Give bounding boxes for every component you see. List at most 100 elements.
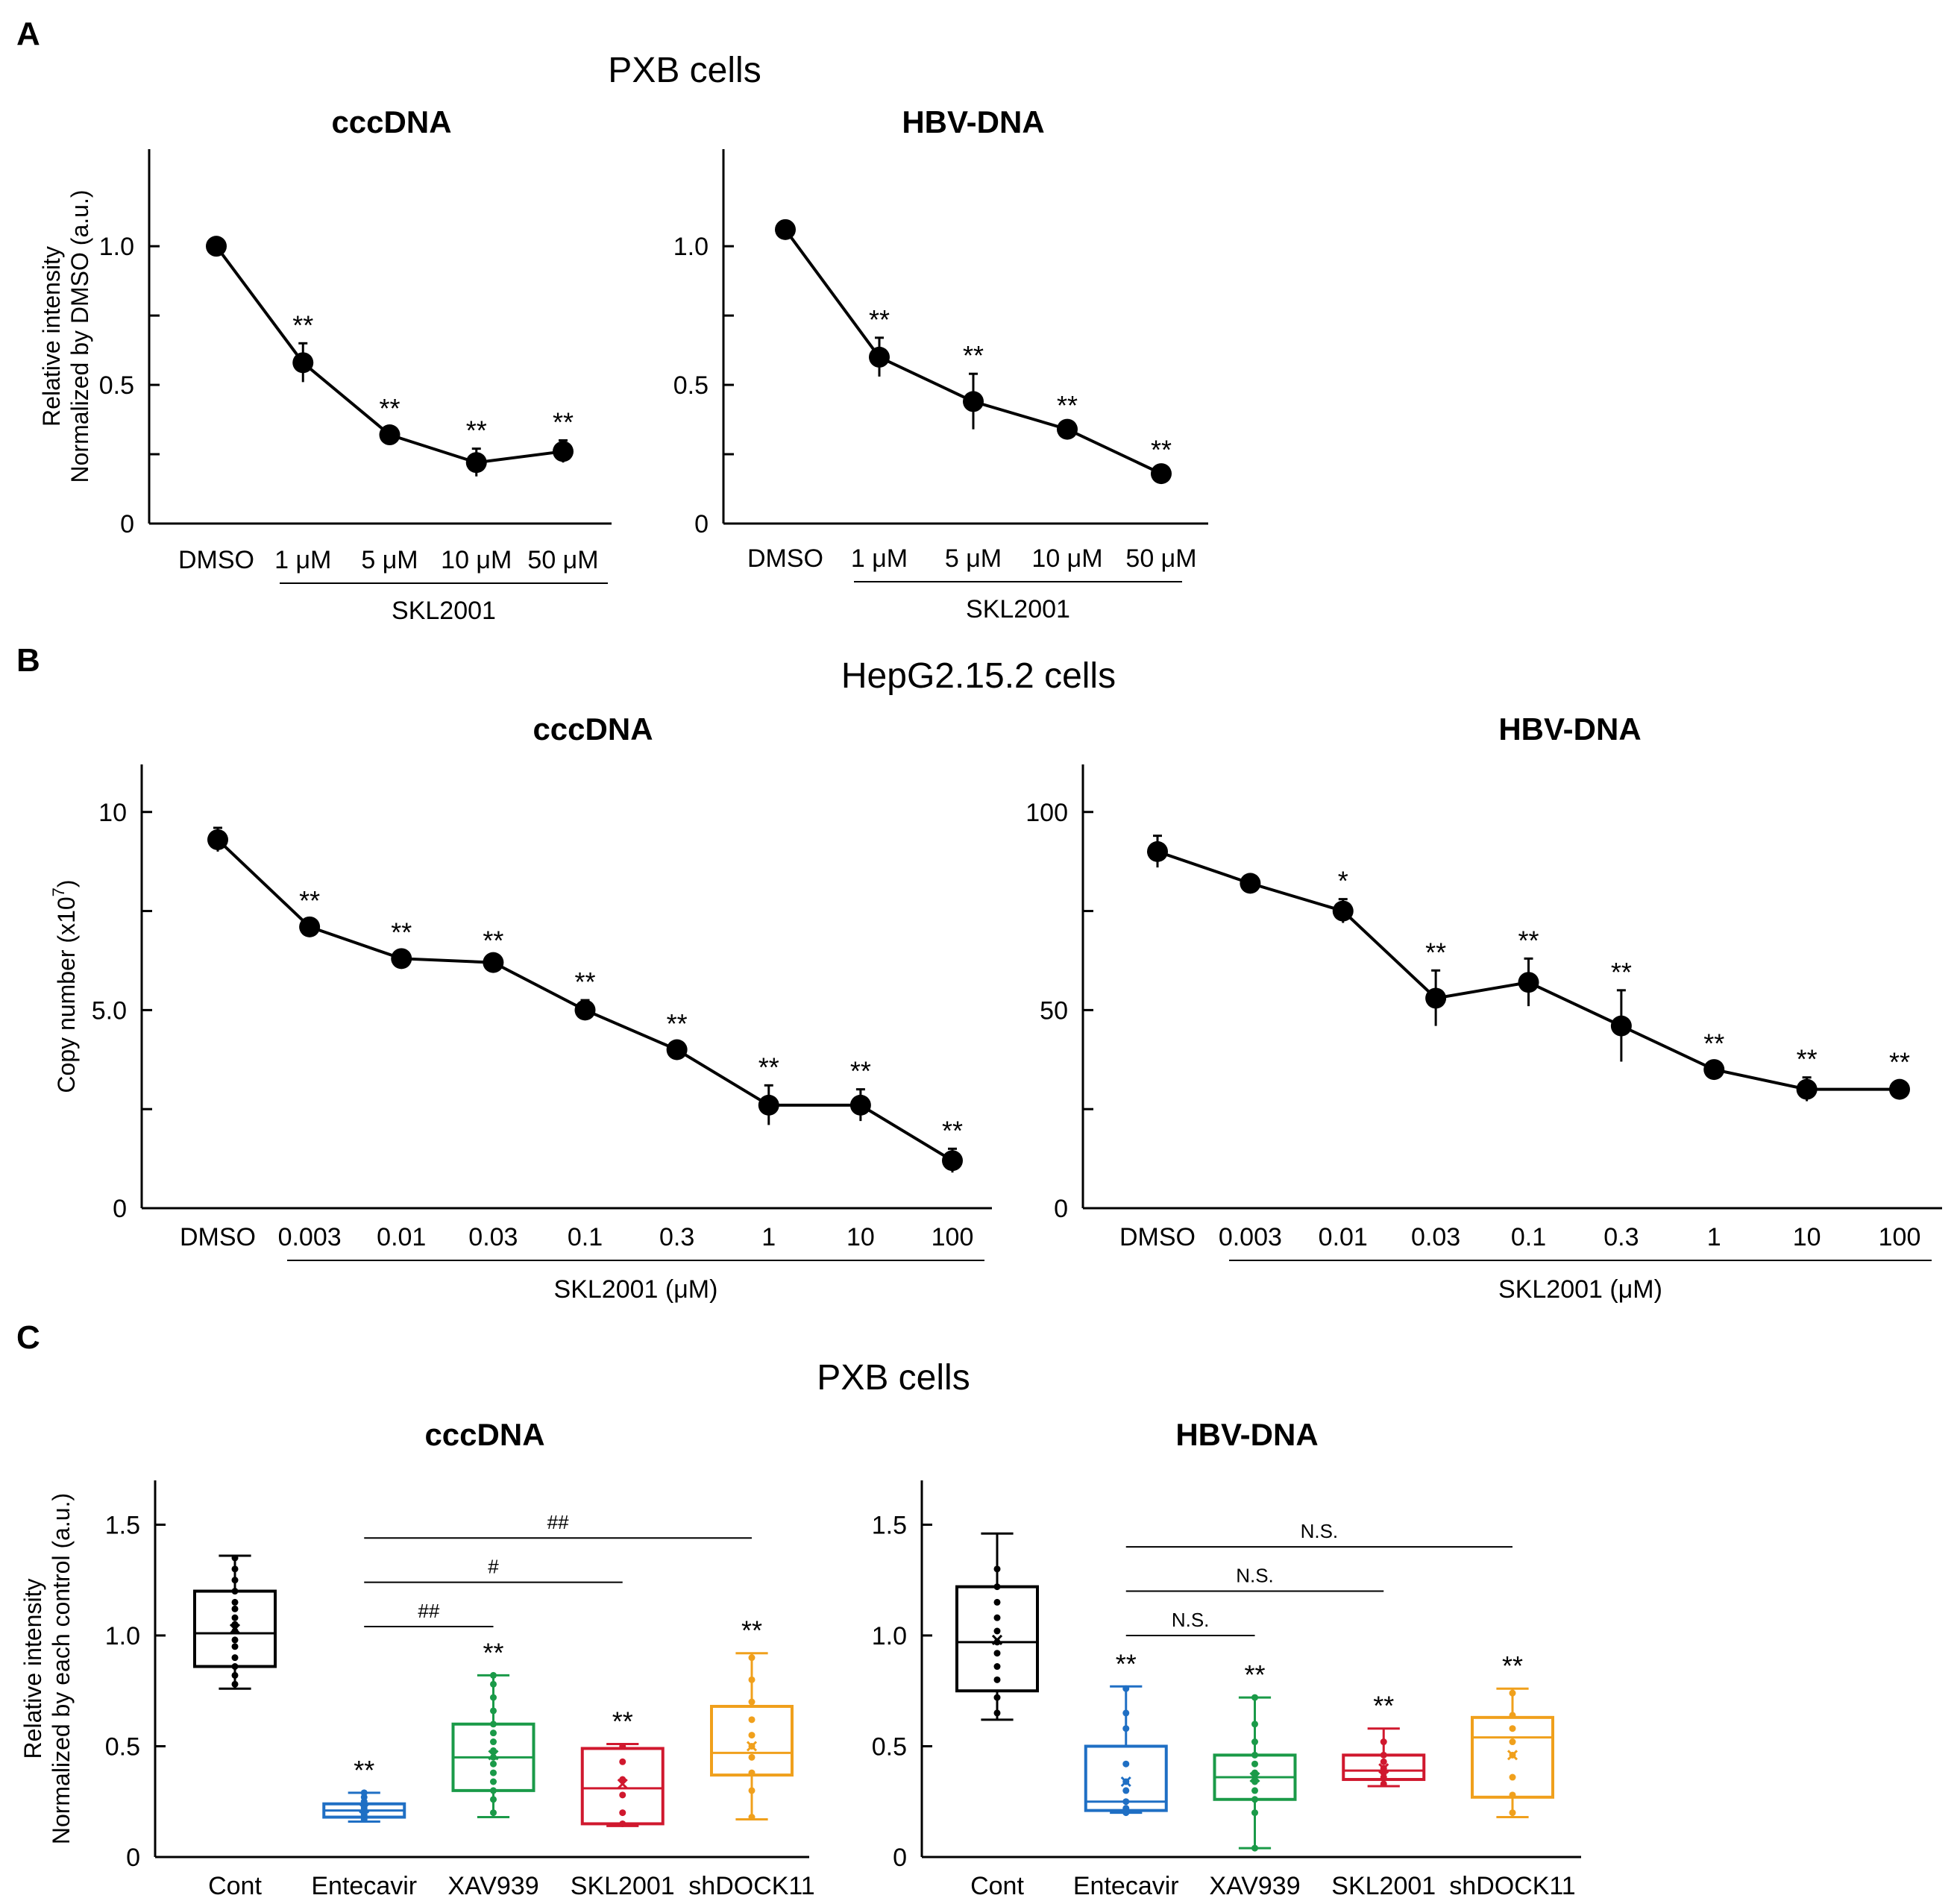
box-point [993, 1694, 1001, 1701]
box-point [490, 1760, 497, 1768]
x-tick-label-0-03: 0.03 [1411, 1223, 1460, 1251]
significance-marker: ** [1703, 1028, 1724, 1058]
box-point [1251, 1796, 1258, 1803]
data-point [1332, 900, 1354, 922]
box-point [748, 1814, 756, 1821]
box-point [1122, 1709, 1130, 1717]
x-tick-label-0-03: 0.03 [468, 1223, 518, 1251]
box-shdock11 [1471, 1687, 1554, 1819]
y-axis-label-exponent: 7 [49, 887, 68, 896]
x-tick-label-entecavir: Entecavir [311, 1872, 417, 1900]
x-tick-label-1: 1 [1707, 1223, 1721, 1251]
chart-a-hbv-dna: HBV-DNA 0 0.5 1.0 DMSO 1 μM 5 μM 10 μM 50 μM SKL2… [673, 104, 1208, 623]
group-label: SKL2001 [966, 595, 1070, 623]
y-tick-label: 0 [893, 1844, 907, 1872]
significance-marker: ** [612, 1706, 633, 1737]
significance-marker: ** [483, 925, 503, 955]
significance-marker: ** [379, 393, 400, 424]
box-point [1509, 1725, 1516, 1732]
box-point [490, 1778, 497, 1785]
x-tick-label-0-003: 0.003 [1219, 1223, 1282, 1251]
x-tick-label-10: 10 [1793, 1223, 1821, 1251]
box-point [1380, 1738, 1387, 1746]
chart-c-hbv-dna: HBV-DNA 0 0.5 1.0 1.5 Cont Entecavir XAV939 SKL2… [872, 1417, 1581, 1900]
box-point [231, 1588, 239, 1595]
box-point [748, 1698, 756, 1706]
box-point [231, 1598, 239, 1606]
y-tick-label: 0 [120, 510, 134, 538]
group-label: SKL2001 [392, 597, 496, 625]
y-axis-label: Relative intensity [19, 1579, 46, 1759]
box-point [1509, 1738, 1516, 1746]
x-tick-label-dmso: DMSO [1119, 1223, 1196, 1251]
chart-b-cccdna: cccDNA 0 5.0 10 Copy number (x107) DMSO 0.003 0… [49, 711, 992, 1304]
box-point [748, 1787, 756, 1794]
data-point [574, 999, 596, 1021]
box-cont [193, 1554, 277, 1690]
y-axis-label: Normalized by DMSO (a.u.) [66, 190, 93, 483]
data-point [553, 441, 574, 462]
chart-title: cccDNA [331, 104, 451, 139]
x-tick-label-1: 1 [761, 1223, 776, 1251]
box-point [1251, 1787, 1258, 1794]
data-point [869, 346, 890, 368]
box-point [748, 1753, 756, 1761]
section-title-c: PXB cells [817, 1358, 970, 1398]
x-tick-label-50-m: 50 μM [1125, 544, 1196, 573]
comparison-label: N.S. [1236, 1565, 1274, 1587]
box-point [1509, 1712, 1516, 1719]
box-point [1509, 1791, 1516, 1799]
box-point [1251, 1738, 1258, 1746]
x-tick-label-5-m: 5 μM [945, 544, 1002, 573]
section-title-a: PXB cells [608, 51, 761, 90]
data-point [666, 1039, 688, 1061]
data-point [207, 829, 228, 850]
box-point [1380, 1751, 1387, 1759]
data-point [1240, 873, 1261, 894]
box-point [1509, 1773, 1516, 1781]
group-label: SKL2001 (μM) [554, 1275, 718, 1304]
y-tick-label: 0.5 [673, 371, 709, 400]
box-point [231, 1643, 239, 1650]
x-tick-label-0-01: 0.01 [377, 1223, 426, 1251]
box-mean-marker [746, 1741, 758, 1752]
box-point [993, 1565, 1001, 1573]
significance-marker: ** [391, 917, 412, 948]
box-point [993, 1598, 1001, 1606]
comparison-label: N.S. [1172, 1609, 1210, 1631]
panel-label-b: B [16, 642, 40, 679]
box-mean-marker [1378, 1763, 1389, 1774]
comparison-label: N.S. [1301, 1520, 1339, 1542]
x-tick-label-dmso: DMSO [747, 544, 823, 573]
box-point [231, 1577, 239, 1584]
box-mean-marker [488, 1750, 499, 1761]
box-point [993, 1709, 1001, 1717]
data-point [1151, 463, 1172, 485]
x-tick-label-0-01: 0.01 [1319, 1223, 1368, 1251]
box-point [1509, 1689, 1516, 1697]
box-mean-marker [1249, 1771, 1260, 1783]
box-point [1122, 1805, 1130, 1812]
chart-title: HBV-DNA [1175, 1417, 1318, 1452]
box-point [1251, 1809, 1258, 1817]
box-point [619, 1809, 626, 1817]
data-point [942, 1150, 963, 1172]
data-point [483, 952, 504, 973]
significance-marker: ** [963, 340, 984, 371]
data-point [465, 452, 487, 474]
data-point [758, 1094, 779, 1116]
data-point [1518, 972, 1539, 993]
box-point [1251, 1721, 1258, 1728]
significance-marker: ** [1151, 435, 1172, 465]
box-point [1122, 1787, 1130, 1794]
y-tick-label: 0 [113, 1195, 127, 1223]
box-mean-marker [617, 1778, 628, 1790]
y-axis-label: Copy number (x107) [49, 879, 80, 1093]
box-point [490, 1769, 497, 1776]
data-point [292, 352, 314, 374]
significance-marker: ** [942, 1115, 963, 1146]
y-tick-label: 0.5 [99, 371, 134, 400]
data-point [1889, 1078, 1910, 1100]
box-point [1122, 1725, 1130, 1732]
panel-label-c: C [16, 1319, 40, 1356]
